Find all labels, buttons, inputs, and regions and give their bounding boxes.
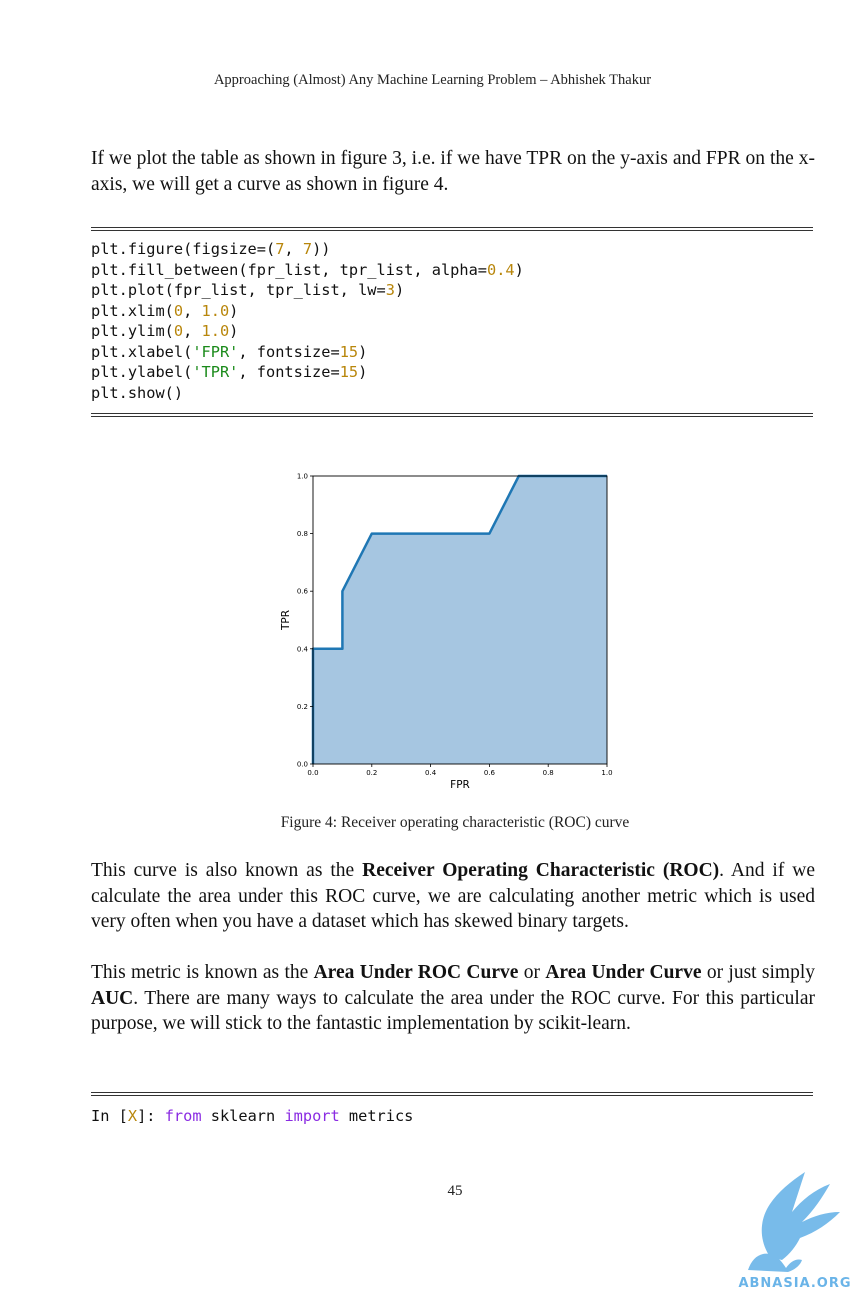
roc-text-after: . And if we calculate the area under thi… <box>91 860 816 932</box>
auc-term-3: AUC <box>91 987 134 1009</box>
watermark-text: ABNASIA.ORG <box>738 1276 851 1291</box>
code-token: ) <box>358 342 368 361</box>
abnasia-watermark-logo: ABNASIA.ORG <box>738 1172 851 1291</box>
code-token: , fontsize= <box>238 342 340 361</box>
code-token: 7 <box>275 240 285 258</box>
y-tick-label: 0.8 <box>297 530 308 538</box>
code1-line: plt.ylabel('TPR', fontsize=15) <box>91 363 367 381</box>
code-token: 1.0 <box>201 322 230 340</box>
y-tick-label: 1.0 <box>297 473 308 481</box>
auc-text-1: This metric is known as the <box>91 962 314 983</box>
code-block-plot: plt.figure(figsize=(7, 7)) plt.fill_betw… <box>91 239 813 403</box>
x-tick-label: 0.8 <box>543 769 554 777</box>
code-token: import <box>284 1107 340 1125</box>
code-token: In [ <box>91 1107 128 1125</box>
y-tick-label: 0.6 <box>297 588 309 596</box>
code-token: plt.figure(figsize=( <box>91 240 276 258</box>
code1-line: plt.show() <box>91 384 183 402</box>
code-token: 'FPR' <box>192 342 239 361</box>
page-number: 45 <box>447 1183 463 1199</box>
code-token: ]: <box>137 1107 165 1125</box>
code1-line: plt.xlabel('FPR', fontsize=15) <box>91 343 367 361</box>
roc-chart: 0.0 0.2 0.4 0.6 0.8 1.0 0.0 0.2 0.4 0.6 0.8 1.0 FPR T… <box>280 473 613 792</box>
code-token: ) <box>514 260 524 279</box>
y-tick-label: 0.2 <box>297 703 308 711</box>
code-token: metrics <box>339 1107 414 1125</box>
auc-text-2: or <box>518 962 546 983</box>
y-axis-label: TPR <box>280 610 292 631</box>
code2-line: In [X]: from sklearn import metrics <box>91 1107 413 1125</box>
code-token: plt.ylabel( <box>91 363 193 381</box>
code-token: , <box>284 240 303 258</box>
code-token: )) <box>312 240 331 258</box>
y-tick-label: 0.4 <box>297 645 309 653</box>
auc-term-1: Area Under ROC Curve <box>313 962 519 983</box>
code-token: plt.plot(fpr_list, tpr_list, lw= <box>91 281 386 299</box>
roc-paragraph: This curve is also known as the Receiver… <box>91 858 815 935</box>
x-tick-label: 0.6 <box>484 769 496 777</box>
code-token: 0.4 <box>487 260 515 279</box>
x-tick-label: 0.4 <box>425 769 437 777</box>
code-token: plt.show() <box>91 383 184 402</box>
code-token: sklearn <box>201 1107 285 1125</box>
code-block-import: In [X]: from sklearn import metrics <box>91 1106 813 1127</box>
code-token: 3 <box>385 281 395 299</box>
auc-term-2: Area Under Curve <box>545 962 702 983</box>
code1-line: plt.plot(fpr_list, tpr_list, lw=3) <box>91 281 404 299</box>
code-token: X <box>127 1107 138 1125</box>
code-token: 1.0 <box>201 301 230 320</box>
code-token: , <box>183 301 202 320</box>
y-tick-label: 0.0 <box>297 761 308 769</box>
code-token: , <box>183 322 202 340</box>
code-token: ) <box>394 281 405 299</box>
code2-top-rule <box>91 1092 813 1096</box>
x-tick-label: 0.2 <box>366 769 377 777</box>
intro-paragraph: If we plot the table as shown in figure … <box>91 148 815 195</box>
code-token: 15 <box>339 363 359 381</box>
code-token: 0 <box>173 301 184 320</box>
auc-text-4: . There are many ways to calculate the a… <box>91 987 815 1035</box>
code-token: plt.xlabel( <box>91 342 193 361</box>
code1-line: plt.ylim(0, 1.0) <box>91 322 238 340</box>
code-top-rule <box>91 227 813 231</box>
code1-line: plt.xlim(0, 1.0) <box>91 302 238 320</box>
code-token: plt.fill_between(fpr_list, tpr_list, alp… <box>91 260 488 279</box>
roc-text-before: This curve is also known as the <box>91 860 363 881</box>
code1-line: plt.fill_between(fpr_list, tpr_list, alp… <box>91 261 524 279</box>
code-token: from <box>164 1107 202 1125</box>
code-token: 0 <box>173 322 184 340</box>
code-token: plt.ylim( <box>91 322 174 340</box>
auc-text-3: or just simply <box>701 962 815 983</box>
code-token: 15 <box>339 342 359 361</box>
auc-paragraph: This metric is known as the Area Under R… <box>91 960 815 1037</box>
plot-frame <box>312 475 608 765</box>
code-token: 7 <box>302 240 313 258</box>
roc-term: Receiver Operating Characteristic (ROC) <box>362 860 720 881</box>
code1-line: plt.figure(figsize=(7, 7)) <box>91 240 330 258</box>
x-tick-label: 1.0 <box>601 769 612 777</box>
running-header: Approaching (Almost) Any Machine Learnin… <box>213 72 652 88</box>
code-token: 'TPR' <box>192 363 239 381</box>
code-token: ) <box>358 363 368 381</box>
roc-area-fill <box>313 476 607 764</box>
x-tick-label: 0.0 <box>307 769 318 777</box>
code-token: ) <box>229 301 239 320</box>
code-bottom-rule <box>91 413 813 417</box>
x-axis-label: FPR <box>450 779 470 791</box>
code-token: plt.xlim( <box>91 301 174 320</box>
code-token: ) <box>229 322 239 340</box>
code-token: , fontsize= <box>238 363 340 381</box>
figure-caption: Figure 4: Receiver operating characteris… <box>280 814 630 831</box>
roc-curve-line <box>311 474 607 764</box>
